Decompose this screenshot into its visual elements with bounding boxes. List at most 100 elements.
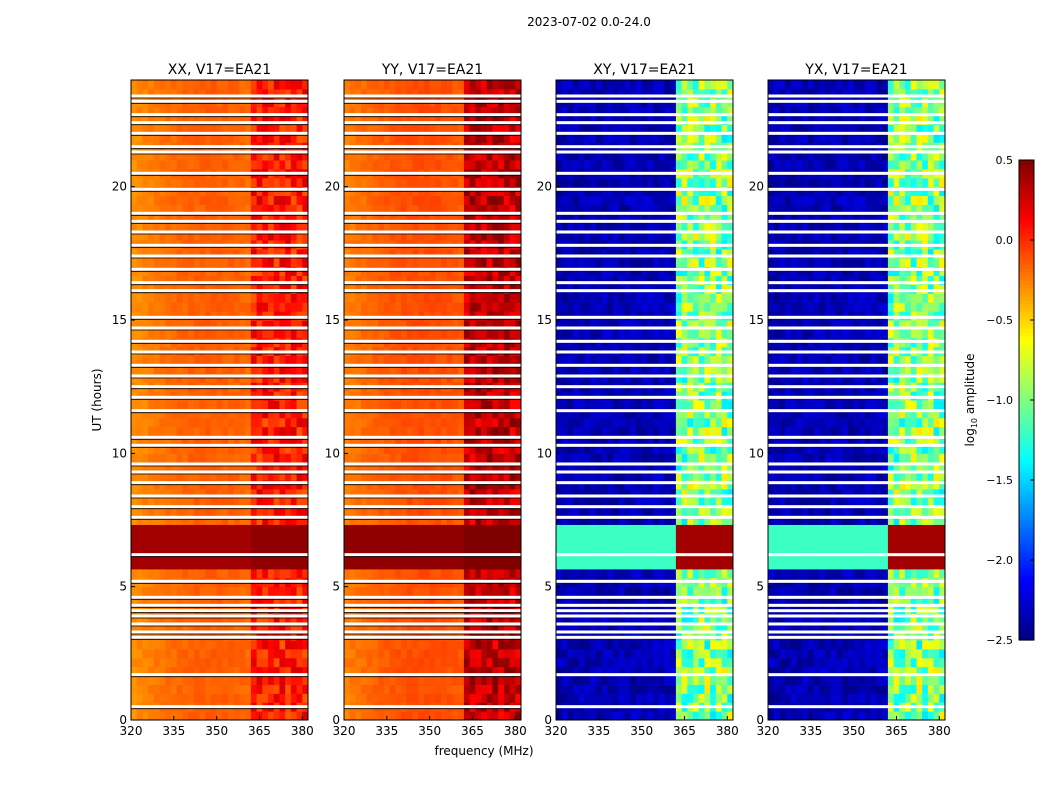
panel-frame [130,79,309,721]
heatmap-cell [131,293,138,303]
heatmap-cell [418,524,425,534]
heatmap-cell [285,160,292,170]
heatmap-cell [262,355,269,365]
heatmap-cell [170,586,178,597]
heatmap-cell [216,533,223,543]
heatmap-cell [302,293,309,303]
heatmap-cell [435,533,442,543]
heatmap-cell [361,257,368,268]
heatmap-cell [727,657,734,668]
heatmap-cell [199,640,206,650]
heatmap-cell [406,133,414,143]
heatmap-cell [567,657,574,668]
heatmap-cell [131,222,138,232]
heatmap-cell [205,391,212,401]
heatmap-cell [210,302,218,312]
heatmap-cell [372,248,379,259]
heatmap-cell [142,355,149,365]
heatmap-cell [475,213,482,223]
heatmap-cell [290,604,298,614]
heatmap-cell [366,524,374,534]
heatmap-cell [590,631,597,641]
heatmap-cell [704,675,711,685]
heatmap-cell [361,711,368,721]
heatmap-cell [153,657,161,668]
heatmap-cell [245,248,252,259]
heatmap-cell [463,560,471,570]
heatmap-cell [486,640,493,650]
heatmap-cell [653,684,660,694]
heatmap-cell [463,684,471,694]
heatmap-cell [250,355,258,365]
heatmap-cell [153,293,161,303]
heatmap-cell [366,462,374,472]
heatmap-cell [429,524,436,534]
heatmap-cell [469,124,476,134]
heatmap-cell [423,586,431,597]
heatmap-cell [469,524,476,534]
heatmap-cell [481,106,488,117]
heatmap-cell [159,684,166,694]
heatmap-cell [687,640,694,650]
heatmap-cell [142,106,149,117]
heatmap-cell [423,622,431,632]
flagged-row [131,94,308,98]
heatmap-cell [452,88,459,99]
heatmap-cell [458,426,465,437]
heatmap-cell [182,408,189,419]
heatmap-cell [285,80,292,90]
heatmap-cell [361,666,368,677]
heatmap-cell [290,533,298,543]
heatmap-cell [355,204,362,214]
heatmap-cell [296,115,303,125]
heatmap-cell [366,408,374,419]
heatmap-cell [153,133,161,143]
heatmap-cell [418,435,425,445]
heatmap-cell [355,657,362,668]
heatmap-cell [239,106,246,117]
heatmap-cell [349,151,356,161]
heatmap-cell [262,524,269,534]
heatmap-cell [216,391,223,401]
heatmap-cell [355,568,362,579]
heatmap-cell [222,586,229,597]
heatmap-cell [486,586,493,597]
heatmap-cell [165,355,172,365]
heatmap-cell [704,666,711,677]
heatmap-cell [262,684,269,694]
heatmap-cell [268,684,275,694]
heatmap-cell [378,88,385,99]
heatmap-cell [290,622,298,632]
heatmap-cell [515,426,522,437]
heatmap-cell [182,204,189,214]
heatmap-cell [355,302,362,312]
heatmap-cell [296,400,303,410]
heatmap-cell [222,231,229,241]
heatmap-cell [687,648,694,659]
heatmap-cell [429,560,436,570]
heatmap-cell [222,115,229,125]
heatmap-cell [361,471,368,481]
heatmap-cell [262,417,269,428]
heatmap-cell [458,213,465,223]
heatmap-cell [469,257,476,268]
heatmap-cell [199,133,206,143]
heatmap-cell [273,364,280,374]
heatmap-cell [515,106,522,117]
heatmap-cell [148,631,155,641]
heatmap-cell [492,524,499,534]
heatmap-cell [361,640,368,650]
heatmap-cell [401,257,408,268]
heatmap-cell [503,488,511,499]
heatmap-cell [401,595,408,605]
heatmap-cell [131,604,138,614]
heatmap-cell [290,497,298,508]
heatmap-cell [429,453,436,463]
heatmap-cell [383,195,391,205]
flagged-row [344,409,521,413]
heatmap-cell [607,675,614,685]
heatmap-cell [285,293,292,303]
heatmap-cell [233,488,240,499]
heatmap-cell [199,222,206,232]
heatmap-cell [165,311,172,321]
